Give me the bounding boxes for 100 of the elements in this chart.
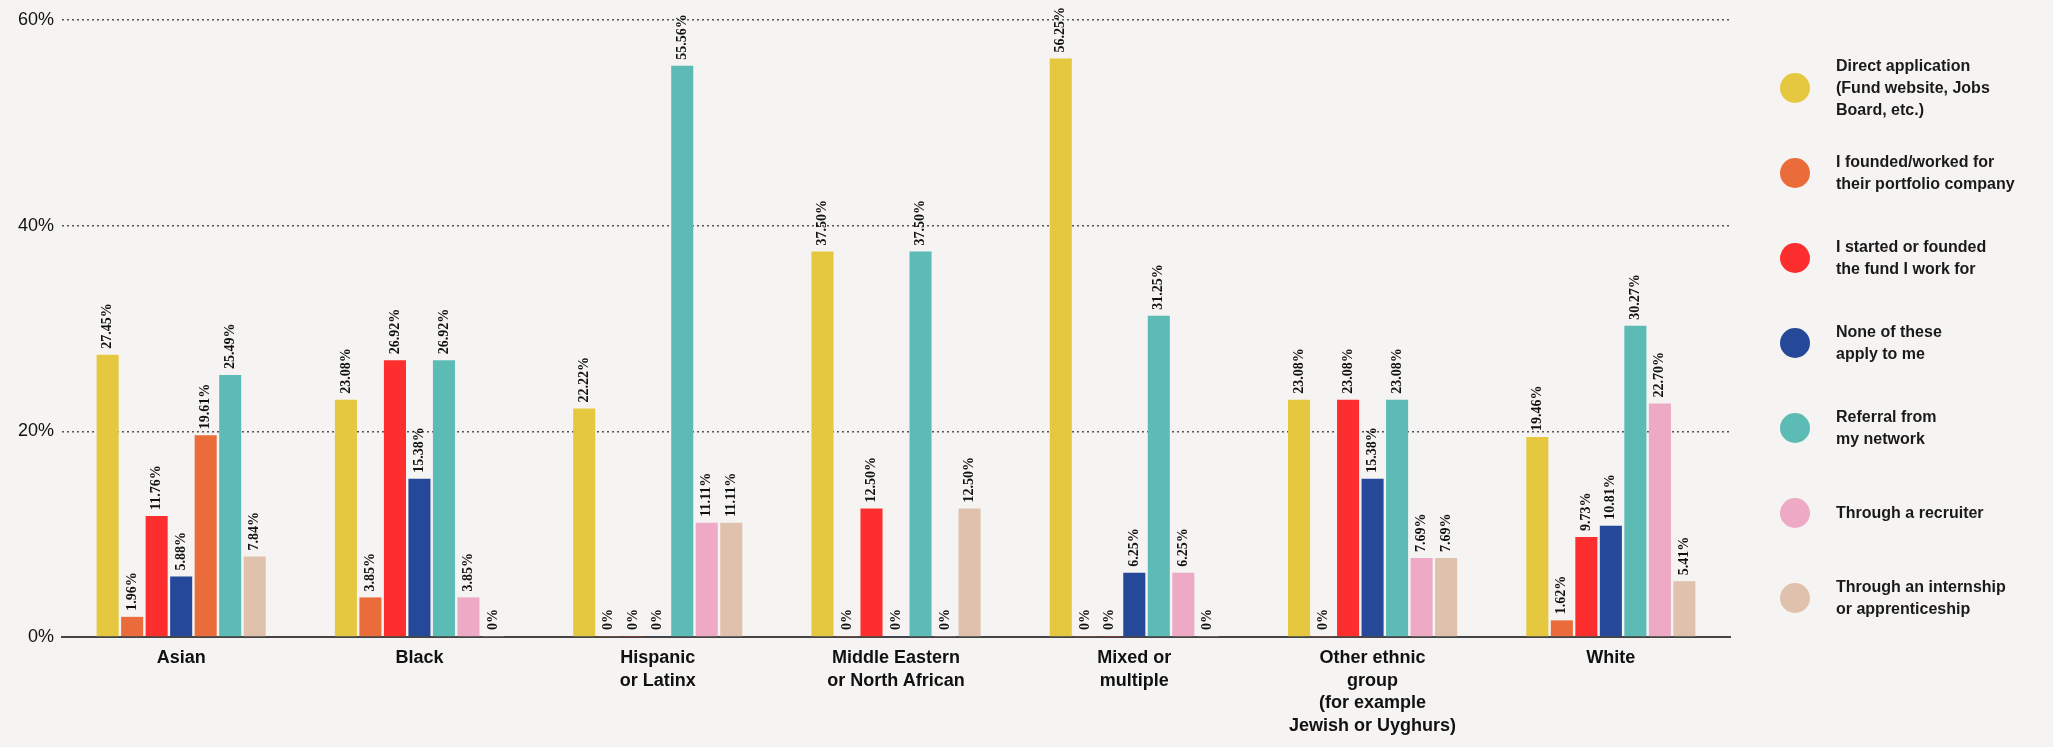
- y-tick-label: 0%: [28, 625, 55, 646]
- bar: [145, 516, 168, 637]
- data-label: 15.38%: [1364, 427, 1380, 473]
- data-label: 26.92%: [435, 308, 451, 355]
- bar: [811, 251, 834, 637]
- bar: [1172, 572, 1195, 637]
- data-label: 0%: [1199, 609, 1215, 630]
- data-label: 37.50%: [912, 199, 928, 246]
- data-label: 37.50%: [814, 199, 830, 246]
- data-label: 25.49%: [221, 323, 237, 369]
- legend-label: I founded/worked for their portfolio company: [1836, 151, 2015, 194]
- bar: [573, 408, 596, 637]
- bar: [96, 354, 119, 637]
- data-label: 27.45%: [99, 303, 115, 349]
- data-label: 11.76%: [148, 465, 164, 511]
- data-label: 22.70%: [1651, 352, 1667, 398]
- data-label: 55.56%: [673, 14, 689, 60]
- bar: [1435, 557, 1458, 637]
- legend-label: Referral from my network: [1836, 406, 1937, 449]
- bar: [1147, 315, 1170, 637]
- data-label: 1.62%: [1553, 575, 1569, 615]
- data-label: 19.61%: [197, 383, 213, 430]
- x-tick-label: White: [1586, 647, 1636, 668]
- data-label: 11.11%: [698, 472, 714, 517]
- bar: [121, 616, 144, 637]
- bar: [695, 522, 718, 637]
- data-label: 0%: [887, 609, 903, 630]
- bar: [1288, 399, 1311, 637]
- x-tick-label: Black: [395, 647, 445, 668]
- data-label: 22.22%: [575, 357, 591, 403]
- data-label: 7.69%: [1413, 513, 1429, 552]
- data-label: 31.25%: [1150, 264, 1166, 310]
- data-label: 30.27%: [1626, 274, 1642, 320]
- data-label: 0%: [624, 609, 640, 630]
- bar: [432, 360, 455, 637]
- bar: [243, 556, 266, 637]
- legend-label: I started or founded the fund I work for: [1836, 236, 1987, 279]
- data-label: 6.25%: [1125, 528, 1141, 567]
- data-label: 15.38%: [411, 427, 427, 473]
- bar: [1673, 581, 1696, 637]
- bar: [1386, 399, 1409, 637]
- data-label: 5.41%: [1676, 536, 1691, 576]
- bar: [671, 65, 694, 637]
- data-label: 9.73%: [1577, 492, 1593, 531]
- x-tick-label: Asian: [156, 647, 206, 668]
- bar: [860, 508, 883, 637]
- bar: [720, 522, 743, 637]
- legend-label: Through an internship or apprenticeship: [1836, 576, 2006, 619]
- x-tick-label: Other ethnic group (for example Jewish or Uyghurs): [1289, 647, 1457, 735]
- x-tick-label: Hispanic or Latinx: [619, 647, 696, 690]
- data-label: 56.25%: [1052, 7, 1068, 53]
- data-label: 0%: [838, 609, 854, 630]
- x-tick-label: Middle Eastern or North African: [827, 647, 965, 690]
- legend-label: None of these apply to me: [1836, 321, 1942, 364]
- data-label: 7.69%: [1437, 513, 1453, 552]
- data-label: 23.08%: [1339, 348, 1355, 394]
- data-label: 7.84%: [246, 511, 262, 551]
- data-label: 3.85%: [362, 552, 378, 592]
- bar: [1648, 403, 1671, 637]
- bar: [1049, 58, 1072, 637]
- bar: [1599, 525, 1622, 637]
- bar: [1123, 572, 1146, 637]
- bar: [1550, 620, 1573, 637]
- data-label: 0%: [649, 609, 665, 630]
- data-label: 12.50%: [961, 456, 977, 503]
- data-label: 1.96%: [123, 572, 139, 611]
- data-label: 23.08%: [337, 348, 353, 394]
- bar: [1575, 536, 1598, 637]
- data-label: 10.81%: [1602, 474, 1618, 520]
- x-tick-label: Mixed or multiple: [1097, 647, 1172, 690]
- data-label: 0%: [1315, 609, 1331, 630]
- data-label: 0%: [600, 609, 616, 630]
- data-label: 3.85%: [460, 552, 476, 592]
- y-tick-label: 40%: [18, 214, 55, 235]
- bar: [383, 360, 406, 637]
- data-label: 23.08%: [1388, 348, 1404, 394]
- data-label: 6.25%: [1174, 528, 1190, 567]
- bar: [1526, 436, 1549, 637]
- bar: [359, 597, 382, 637]
- data-label: 0%: [1101, 609, 1117, 630]
- data-label: 12.50%: [863, 456, 879, 503]
- data-label: 23.08%: [1290, 348, 1306, 394]
- bar: [958, 508, 981, 637]
- data-label: 11.11%: [722, 472, 738, 517]
- bar: [909, 251, 932, 637]
- y-tick-label: 20%: [18, 420, 55, 441]
- data-label: 19.46%: [1528, 385, 1544, 431]
- legend-label: Direct application (Fund website, Jobs Board, etc.): [1836, 55, 1990, 120]
- data-label: 0%: [936, 609, 952, 630]
- bar: [457, 597, 480, 637]
- data-label: 26.92%: [386, 308, 402, 355]
- bar: [1410, 557, 1433, 637]
- data-label: 0%: [484, 609, 500, 630]
- bar: [1337, 399, 1360, 637]
- bar: [170, 576, 193, 637]
- bar: [334, 399, 357, 637]
- y-tick-label: 60%: [18, 8, 55, 29]
- legend-label: Through a recruiter: [1836, 502, 1984, 523]
- bar: [1361, 478, 1384, 637]
- bar: [408, 478, 431, 637]
